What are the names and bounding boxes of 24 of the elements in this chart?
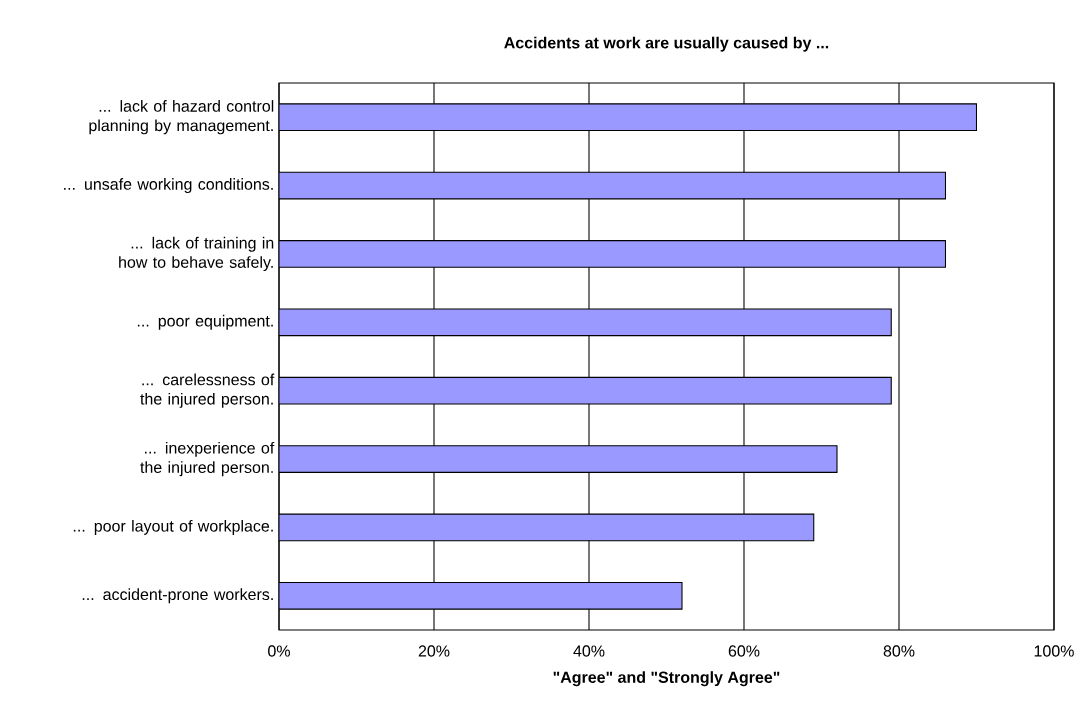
chart-title: Accidents at work are usually caused by ...: [504, 36, 829, 52]
bar: [279, 513, 815, 542]
x-axis-title: "Agree" and "Strongly Agree": [553, 671, 780, 687]
x-tick-label: 60%: [728, 645, 760, 657]
y-tick-label: ... accident-prone workers.: [82, 588, 273, 604]
bar: [279, 581, 683, 610]
x-tick-label: 20%: [418, 645, 450, 657]
bar: [279, 376, 892, 405]
x-tick-label: 0%: [268, 645, 290, 657]
y-tick-label: ... unsafe working conditions.: [64, 178, 273, 194]
bar: [279, 445, 838, 473]
y-tick-label: ... lack of training in how to behave safely.: [119, 236, 274, 272]
bar: [279, 308, 892, 337]
y-tick-label: ... poor layout of workplace.: [73, 519, 273, 535]
x-tick-label: 40%: [573, 645, 605, 657]
y-tick-label: ... poor equipment.: [137, 314, 273, 330]
bar: [279, 103, 978, 132]
y-tick-label: ... lack of hazard control planning by management.: [89, 100, 274, 135]
x-tick-label: 100%: [1034, 645, 1074, 657]
y-tick-label: ... inexperience of the injured person.: [140, 441, 275, 477]
y-tick-label: ... carelessness of the injured person.: [140, 373, 275, 408]
bar: [279, 240, 947, 268]
x-tick-label: 80%: [883, 645, 915, 657]
bar: [279, 171, 947, 200]
